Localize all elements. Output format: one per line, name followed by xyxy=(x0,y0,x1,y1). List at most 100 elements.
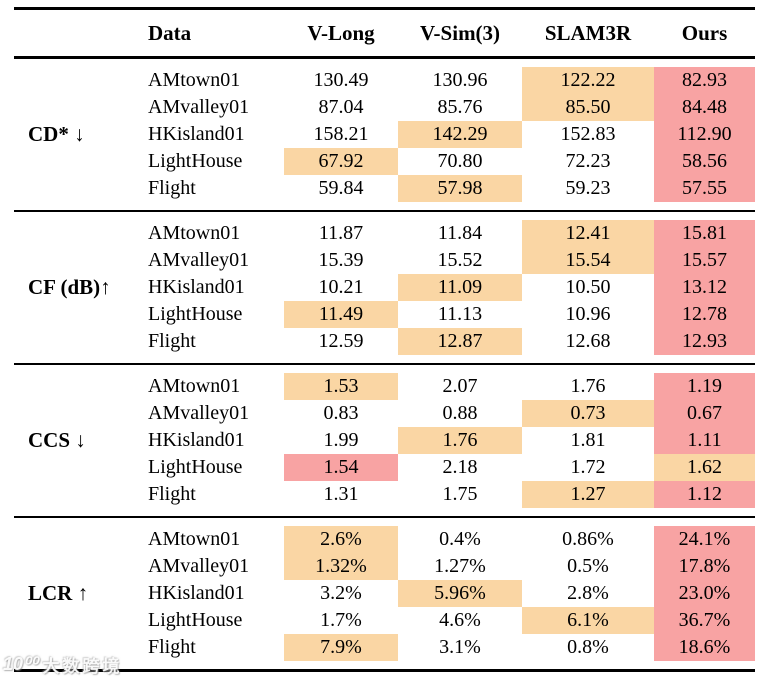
value-cell: 10.96 xyxy=(565,303,611,325)
value-cell-red-highlight: 1.12 xyxy=(654,481,755,508)
value-cell-orange-highlight: 12.87 xyxy=(398,328,522,355)
table-row: AMvalley01 15.39 15.52 15.54 15.57 xyxy=(14,247,755,274)
column-header-slam3r: SLAM3R xyxy=(544,20,632,45)
value-cell: 2.07 xyxy=(442,375,478,397)
value-cell-red-highlight: 12.93 xyxy=(654,328,755,355)
section-spacer-cell xyxy=(14,518,755,526)
value-cell-orange-highlight: 0.73 xyxy=(522,400,654,427)
section-spacer xyxy=(14,59,755,67)
dataset-cell: AMvalley01 xyxy=(148,402,250,424)
results-table: Data V-Long V-Sim(3) SLAM3R Ours CD* ↓ AM… xyxy=(14,7,755,672)
section-spacer xyxy=(14,202,755,210)
section-spacer-cell xyxy=(14,202,755,210)
table-row: LightHouse 1.54 2.18 1.72 1.62 xyxy=(14,454,755,481)
dataset-cell: HKisland01 xyxy=(148,429,245,451)
dataset-cell: AMvalley01 xyxy=(148,555,250,577)
table-row: Flight 59.84 57.98 59.23 57.55 xyxy=(14,175,755,202)
table-top-rule xyxy=(14,7,755,10)
value-cell: 1.76 xyxy=(570,375,606,397)
value-cell: 130.96 xyxy=(432,69,488,91)
value-cell: 12.68 xyxy=(565,330,611,352)
metric-label-lcr: LCR ↑ xyxy=(14,526,140,661)
value-cell-red-highlight: 23.0% xyxy=(654,580,755,607)
value-cell: 3.1% xyxy=(439,636,481,658)
table-row: LightHouse 67.92 70.80 72.23 58.56 xyxy=(14,148,755,175)
value-cell: 11.84 xyxy=(437,222,483,244)
value-cell-orange-highlight: 1.32% xyxy=(284,553,398,580)
table-row: HKisland01 10.21 11.09 10.50 13.12 xyxy=(14,274,755,301)
value-cell-red-highlight: 17.8% xyxy=(654,553,755,580)
value-cell-red-highlight: 18.6% xyxy=(654,634,755,661)
value-cell-red-highlight: 0.67 xyxy=(654,400,755,427)
value-cell-orange-highlight: 15.54 xyxy=(522,247,654,274)
table-row: CCS ↓ AMtown01 1.53 2.07 1.76 1.19 xyxy=(14,373,755,508)
value-cell-red-highlight: 112.90 xyxy=(654,121,755,148)
dataset-cell: LightHouse xyxy=(148,303,243,325)
table-row: AMvalley01 87.04 85.76 85.50 84.48 xyxy=(14,94,755,121)
value-cell: 15.52 xyxy=(437,249,483,271)
value-cell: 130.49 xyxy=(313,69,369,91)
value-cell-red-highlight: 57.55 xyxy=(654,175,755,202)
value-cell: 87.04 xyxy=(318,96,364,118)
section-spacer-cell xyxy=(14,59,755,67)
value-cell: 10.50 xyxy=(565,276,611,298)
metric-label-ccs: CCS ↓ xyxy=(14,373,140,508)
value-cell: 0.86% xyxy=(562,528,614,550)
section-spacer-cell xyxy=(14,365,755,373)
section-divider xyxy=(14,210,755,212)
value-cell: 1.81 xyxy=(570,429,606,451)
value-cell-red-highlight: 24.1% xyxy=(654,526,755,553)
dataset-cell: Flight xyxy=(148,330,196,352)
table-row: LightHouse 1.7% 4.6% 6.1% 36.7% xyxy=(14,607,755,634)
dataset-cell: HKisland01 xyxy=(148,582,245,604)
dataset-cell: HKisland01 xyxy=(148,123,245,145)
value-cell: 11.87 xyxy=(318,222,364,244)
value-cell: 15.39 xyxy=(318,249,364,271)
value-cell-orange-highlight: 6.1% xyxy=(522,607,654,634)
table-row: LightHouse 11.49 11.13 10.96 12.78 xyxy=(14,301,755,328)
table-bottom-rule xyxy=(14,669,755,672)
value-cell-red-highlight: 84.48 xyxy=(654,94,755,121)
section-divider xyxy=(14,516,755,518)
value-cell: 2.18 xyxy=(442,456,478,478)
value-cell-red-highlight: 1.54 xyxy=(284,454,398,481)
section-divider xyxy=(14,363,755,365)
value-cell: 1.99 xyxy=(323,429,359,451)
value-cell-orange-highlight: 142.29 xyxy=(398,121,522,148)
value-cell: 1.31 xyxy=(323,483,359,505)
section-spacer xyxy=(14,355,755,363)
value-cell-orange-highlight: 5.96% xyxy=(398,580,522,607)
dataset-cell: Flight xyxy=(148,636,196,658)
dataset-cell: AMtown01 xyxy=(148,69,241,91)
dataset-cell: Flight xyxy=(148,483,196,505)
value-cell-red-highlight: 12.78 xyxy=(654,301,755,328)
value-cell: 1.7% xyxy=(320,609,362,631)
table-row: CD* ↓ AMtown01 130.49 130.96 122.22 82.93 xyxy=(14,67,755,202)
value-cell-orange-highlight: 11.49 xyxy=(284,301,398,328)
value-cell-red-highlight: 15.81 xyxy=(654,220,755,247)
dataset-cell: AMtown01 xyxy=(148,222,241,244)
value-cell-red-highlight: 13.12 xyxy=(654,274,755,301)
dataset-cell: HKisland01 xyxy=(148,276,245,298)
metric-label-cf: CF (dB)↑ xyxy=(14,220,140,355)
table-row: HKisland01 3.2% 5.96% 2.8% 23.0% xyxy=(14,580,755,607)
value-cell: 0.8% xyxy=(567,636,609,658)
table-row: AMvalley01 0.83 0.88 0.73 0.67 xyxy=(14,400,755,427)
metric-label-cd: CD* ↓ xyxy=(14,67,140,202)
value-cell: 0.5% xyxy=(567,555,609,577)
value-cell-red-highlight: 36.7% xyxy=(654,607,755,634)
value-cell: 152.83 xyxy=(560,123,616,145)
value-cell-red-highlight: 1.19 xyxy=(654,373,755,400)
value-cell: 0.88 xyxy=(442,402,478,424)
dataset-cell: AMtown01 xyxy=(148,528,241,550)
dataset-cell: LightHouse xyxy=(148,150,243,172)
table-row: AMvalley01 1.32% 1.27% 0.5% 17.8% xyxy=(14,553,755,580)
value-cell: 1.72 xyxy=(570,456,606,478)
column-header-v-sim3: V-Sim(3) xyxy=(419,20,501,45)
value-cell-orange-highlight: 7.9% xyxy=(284,634,398,661)
value-cell: 158.21 xyxy=(313,123,369,145)
header-row: Data V-Long V-Sim(3) SLAM3R Ours xyxy=(14,10,755,56)
table-row: HKisland01 1.99 1.76 1.81 1.11 xyxy=(14,427,755,454)
value-cell-orange-highlight: 12.41 xyxy=(522,220,654,247)
column-header-data: Data xyxy=(148,20,192,45)
